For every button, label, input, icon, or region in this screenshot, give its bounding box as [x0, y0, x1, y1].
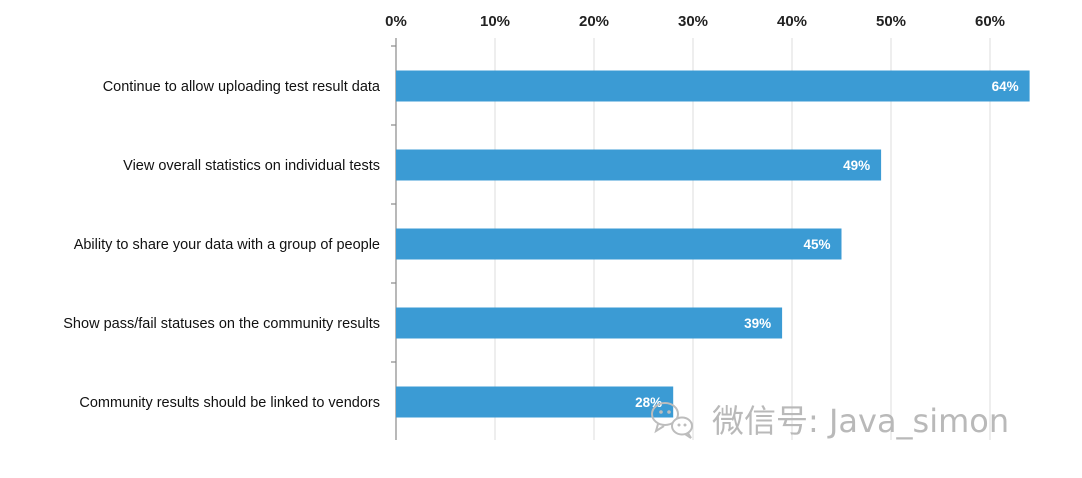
x-tick-label: 50%	[876, 13, 906, 30]
value-label: 64%	[992, 79, 1019, 94]
value-label: 49%	[843, 158, 870, 173]
wechat-icon	[651, 402, 693, 439]
y-axis	[391, 38, 397, 440]
category-label: Ability to share your data with a group …	[74, 237, 380, 253]
bar	[396, 149, 882, 181]
bar	[396, 307, 783, 339]
category-labels: Continue to allow uploading test result …	[63, 79, 381, 411]
watermark: 微信号: Java_simon	[651, 402, 1009, 440]
x-tick-label: 30%	[678, 13, 708, 30]
category-label: Show pass/fail statuses on the community…	[63, 316, 380, 332]
bars	[396, 70, 1030, 418]
bar	[396, 70, 1030, 102]
x-tick-label: 0%	[385, 13, 407, 30]
x-tick-label: 20%	[579, 13, 609, 30]
value-label: 45%	[803, 237, 830, 252]
value-label: 28%	[635, 395, 662, 410]
category-label: Community results should be linked to ve…	[79, 395, 380, 411]
x-axis-ticks: 0% 10% 20% 30% 40% 50% 60%	[385, 13, 1005, 30]
watermark-text: 微信号: Java_simon	[712, 402, 1009, 440]
value-label: 39%	[744, 316, 771, 331]
category-label: View overall statistics on individual te…	[123, 158, 380, 174]
x-tick-label: 10%	[480, 13, 510, 30]
x-tick-label: 60%	[975, 13, 1005, 30]
bar	[396, 386, 674, 418]
category-label: Continue to allow uploading test result …	[103, 79, 381, 95]
bar	[396, 228, 842, 260]
x-tick-label: 40%	[777, 13, 807, 30]
